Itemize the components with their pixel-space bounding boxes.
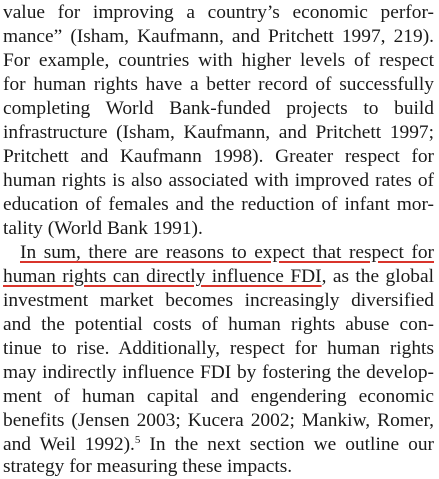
text-line: education of females and the reduction o… bbox=[3, 194, 434, 215]
text-line: and the potential costs of human rights … bbox=[3, 314, 434, 335]
text-line: completing World Bank-funded projects to… bbox=[3, 98, 434, 119]
text-line-highlighted: human rights can directly influence FDI,… bbox=[3, 265, 434, 289]
highlighted-text: human rights can directly influence FDI bbox=[3, 266, 322, 287]
text-line: For example, countries with higher level… bbox=[3, 50, 434, 71]
text-line: tinue to rise. Additionally, respect for… bbox=[3, 338, 434, 359]
text-line-with-footnote: and Weil 1992).5 In the next section we … bbox=[3, 433, 434, 457]
text-line-highlighted: In sum, there are reasons to expect that… bbox=[20, 241, 434, 265]
text-line: strategy for measuring these impacts. bbox=[3, 456, 293, 477]
text-span: and Weil 1992). bbox=[3, 434, 135, 455]
text-line: for human rights have a better record of… bbox=[3, 74, 434, 95]
text-line: benefits (Jensen 2003; Kucera 2002; Mank… bbox=[3, 410, 434, 431]
highlighted-text: In sum, there are reasons to expect that… bbox=[20, 242, 434, 263]
text-line: tality (World Bank 1991). bbox=[3, 218, 203, 239]
text-line: may indirectly influence FDI by fosterin… bbox=[3, 362, 434, 383]
text-span: , as the global bbox=[321, 266, 435, 287]
text-line: human rights is also associated with imp… bbox=[3, 170, 434, 191]
text-line: investment market becomes increasingly d… bbox=[3, 290, 434, 311]
text-line: ment of human capital and engendering ec… bbox=[3, 386, 434, 407]
text-line: value for improving a country’s economic… bbox=[3, 2, 434, 23]
text-line: Pritchett and Kaufmann 1998). Greater re… bbox=[3, 146, 434, 167]
text-span: In the next section we outline our bbox=[140, 434, 434, 455]
text-line: infrastructure (Isham, Kaufmann, and Pri… bbox=[3, 122, 434, 143]
footnote-marker[interactable]: 5 bbox=[134, 434, 141, 446]
text-line: mance” (Isham, Kaufmann, and Pritchett 1… bbox=[3, 26, 434, 47]
